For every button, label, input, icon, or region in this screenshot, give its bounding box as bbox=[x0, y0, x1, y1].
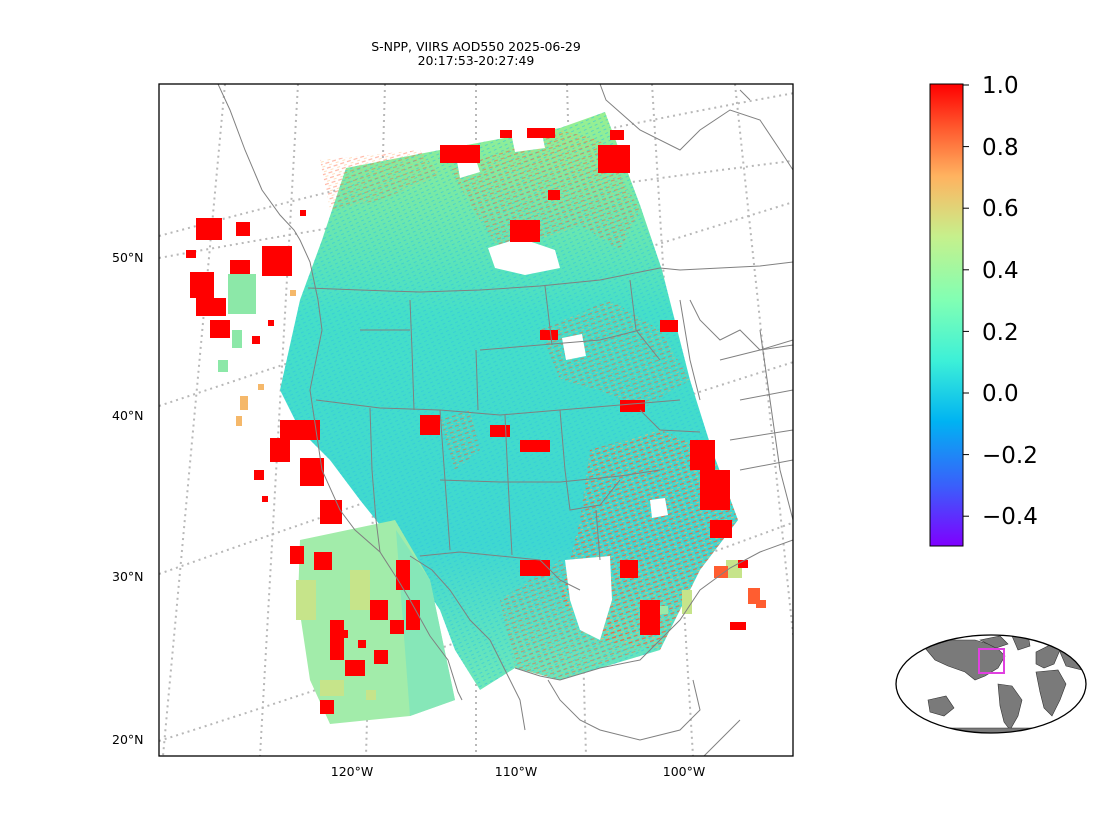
gulf-plumes bbox=[660, 560, 766, 630]
colorbar-tick-0.6: 0.6 bbox=[982, 196, 1019, 222]
aod-swath bbox=[280, 112, 738, 724]
globe-outline bbox=[895, 634, 1087, 734]
title-line-1: S-NPP, VIIRS AOD550 2025-06-29 bbox=[371, 39, 581, 54]
colorbar-tick-0.8: 0.8 bbox=[982, 135, 1019, 161]
colorbar-tick-neg0.2: −0.2 bbox=[982, 443, 1038, 469]
colorbar-tick-0.2: 0.2 bbox=[982, 320, 1019, 346]
colorbar-gradient bbox=[929, 83, 964, 547]
region-highlight-box bbox=[978, 648, 1005, 674]
lat-label-40: 40°N bbox=[112, 408, 144, 423]
map-area bbox=[159, 84, 793, 756]
colorbar-tick-0.4: 0.4 bbox=[982, 258, 1019, 284]
map-frame bbox=[158, 83, 794, 757]
pacific-south-plumes bbox=[290, 546, 420, 714]
colorbar: 1.0 0.8 0.6 0.4 0.2 0.0 −0.2 −0.4 bbox=[929, 73, 1038, 547]
colorbar-tick-1.0: 1.0 bbox=[982, 73, 1019, 99]
coastlines bbox=[217, 84, 793, 756]
lat-label-50: 50°N bbox=[112, 250, 144, 265]
lat-label-20: 20°N bbox=[112, 732, 144, 747]
lon-label-110w: 110°W bbox=[495, 764, 537, 779]
lon-label-120w: 120°W bbox=[331, 764, 373, 779]
offshore-plumes bbox=[186, 210, 306, 502]
lat-label-30: 30°N bbox=[112, 569, 144, 584]
map-title: S-NPP, VIIRS AOD550 2025-06-29 20:17:53-… bbox=[276, 40, 676, 68]
colorbar-tick-0.0: 0.0 bbox=[982, 381, 1019, 407]
title-line-2: 20:17:53-20:27:49 bbox=[417, 53, 535, 68]
political-borders bbox=[307, 261, 793, 591]
world-locator-inset bbox=[895, 634, 1087, 734]
colorbar-tick-neg0.4: −0.4 bbox=[982, 504, 1038, 530]
lon-label-100w: 100°W bbox=[663, 764, 705, 779]
